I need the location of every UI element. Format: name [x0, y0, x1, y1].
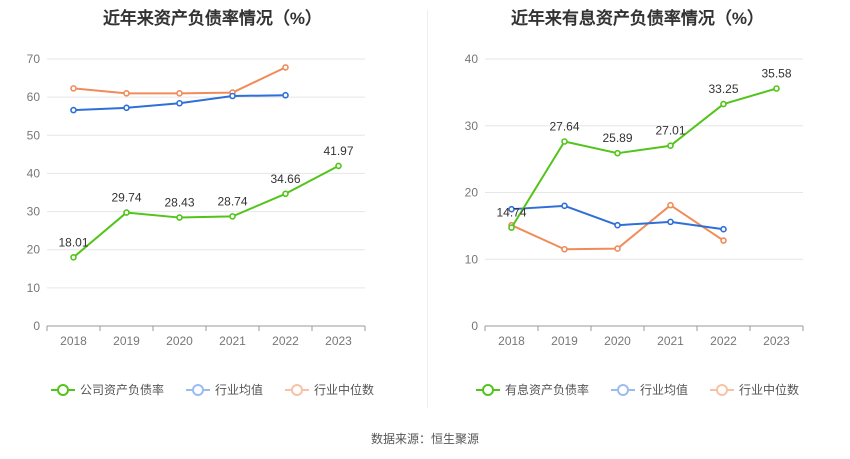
x-tick-label: 2021 [219, 334, 246, 348]
legend-item-industry-median[interactable]: 行业中位数 [710, 381, 799, 398]
data-point [508, 224, 515, 231]
y-tick-label: 10 [27, 281, 41, 295]
data-source: 数据来源：恒生聚源 [370, 432, 479, 446]
left-chart-panel: 近年来资产负债率情况（%） 0 10 20 30 40 50 60 70 2018 2019 202… [0, 0, 425, 420]
y-tick-label: 20 [465, 186, 479, 200]
y-tick-label: 60 [27, 90, 41, 104]
x-tick-label: 2019 [551, 334, 578, 348]
y-tick-label: 30 [465, 119, 479, 133]
data-point [282, 64, 289, 71]
legend-label: 行业中位数 [314, 383, 375, 397]
legend: 公司资产负债率 行业均值 行业中位数 [0, 381, 425, 398]
data-label: 27.01 [655, 124, 685, 138]
x-tick-label: 2022 [272, 334, 299, 348]
debt-ratio-chart: 0 10 20 30 40 50 60 70 2018 2019 2020 2021 2022 2023 1… [27, 52, 366, 348]
legend-line-icon [185, 383, 210, 397]
data-label: 25.89 [602, 131, 632, 145]
y-tick-label: 40 [465, 52, 479, 66]
data-point [282, 190, 289, 198]
data-point [282, 91, 289, 99]
y-tick-label: 30 [27, 205, 41, 219]
data-point [561, 138, 568, 145]
chart-title: 近年来有息资产负债率情况（%） [510, 9, 765, 28]
data-point [667, 201, 674, 209]
data-point [176, 214, 183, 221]
legend-label: 公司资产负债率 [79, 383, 164, 397]
x-tick-label: 2018 [60, 334, 87, 348]
panel-divider [427, 10, 428, 408]
legend-line-icon [50, 383, 75, 397]
data-point [176, 90, 183, 97]
data-point [70, 254, 77, 261]
data-point [614, 149, 621, 157]
x-tick-label: 2018 [498, 334, 525, 348]
chart-title: 近年来资产负债率情况（%） [102, 9, 323, 28]
x-tick-label: 2022 [710, 334, 737, 348]
data-point [720, 100, 727, 108]
data-point [720, 237, 727, 244]
legend-line-icon [475, 383, 500, 397]
legend-item-company[interactable]: 公司资产负债率 [50, 381, 164, 398]
data-point [773, 85, 780, 92]
legend-item-industry-mean[interactable]: 行业均值 [610, 381, 688, 398]
data-label: 18.01 [58, 235, 88, 249]
interest-debt-ratio-chart: 0 10 20 30 40 2018 2019 2020 2021 2022 2023 14.74 27… [465, 52, 804, 348]
data-point [667, 142, 674, 150]
x-tick-label: 2021 [657, 334, 684, 348]
y-tick-label: 70 [27, 52, 41, 66]
legend-item-industry-median[interactable]: 行业中位数 [285, 381, 374, 398]
y-tick-label: 0 [471, 319, 478, 333]
legend-label: 有息资产负债率 [504, 383, 589, 397]
data-point [614, 245, 621, 252]
data-label: 35.58 [761, 67, 791, 81]
data-point [508, 205, 515, 213]
data-label: 28.74 [217, 194, 247, 208]
y-tick-label: 50 [27, 128, 41, 142]
y-tick-label: 10 [465, 252, 479, 266]
data-point [123, 104, 130, 112]
data-point [229, 213, 236, 220]
x-tick-label: 2019 [113, 334, 140, 348]
legend-label: 行业中位数 [739, 383, 800, 397]
x-tick-label: 2023 [325, 334, 352, 348]
data-point [335, 162, 342, 170]
data-point [123, 209, 130, 216]
data-point [561, 202, 568, 210]
x-tick-label: 2020 [166, 334, 193, 348]
data-point [176, 99, 183, 107]
data-point [229, 92, 236, 100]
legend-label: 行业均值 [639, 383, 688, 397]
x-tick-label: 2023 [763, 334, 790, 348]
y-tick-label: 20 [27, 243, 41, 257]
data-point [561, 245, 568, 253]
data-point [70, 85, 77, 92]
data-label: 41.97 [323, 144, 353, 158]
series-line [72, 165, 339, 259]
y-tick-label: 0 [33, 319, 40, 333]
data-point [70, 106, 77, 114]
series-line [73, 66, 286, 95]
data-label: 33.25 [708, 82, 738, 96]
right-chart-panel: 近年来有息资产负债率情况（%） 0 10 20 30 40 2018 2019 2020 202… [425, 0, 850, 420]
legend-item-company[interactable]: 有息资产负债率 [475, 381, 589, 398]
y-tick-label: 40 [27, 166, 41, 180]
series-line [510, 87, 777, 229]
legend-line-icon [610, 383, 635, 397]
legend-line-icon [710, 383, 734, 397]
data-point [667, 218, 674, 226]
data-point [614, 221, 621, 229]
data-label: 34.66 [270, 172, 300, 186]
data-point [123, 90, 130, 97]
data-label: 28.43 [164, 196, 194, 210]
data-label: 29.74 [111, 191, 141, 205]
legend: 有息资产负债率 行业均值 行业中位数 [425, 381, 850, 398]
data-label: 27.64 [549, 120, 579, 134]
data-label: 14.74 [496, 206, 526, 220]
legend-line-icon [285, 383, 309, 397]
data-point [720, 225, 727, 233]
legend-label: 行业均值 [214, 383, 263, 397]
x-tick-label: 2020 [604, 334, 631, 348]
legend-item-industry-mean[interactable]: 行业均值 [185, 381, 263, 398]
